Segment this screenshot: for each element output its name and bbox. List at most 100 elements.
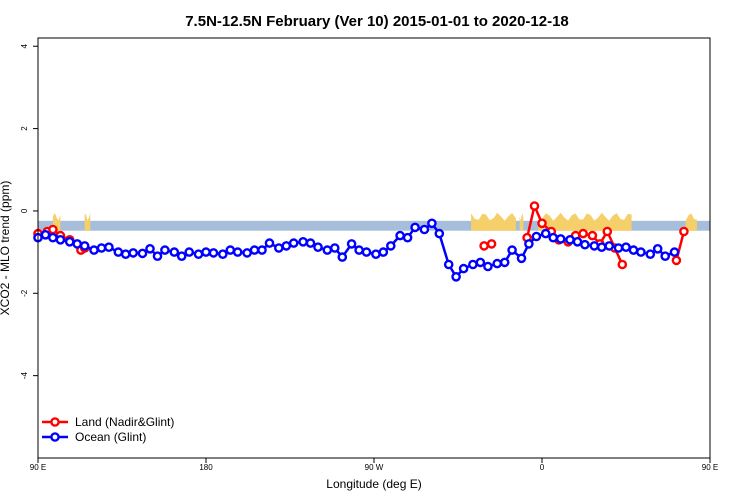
data-point <box>337 252 348 262</box>
legend-swatch-marker <box>50 417 60 427</box>
y-tick-label: -2 <box>20 289 29 297</box>
x-tick-label: 90 W <box>365 463 384 472</box>
data-point <box>587 230 598 241</box>
data-point <box>273 243 284 253</box>
data-point <box>621 242 631 252</box>
data-point <box>193 249 204 259</box>
data-point <box>120 249 131 259</box>
y-tick-label: 4 <box>20 43 29 48</box>
data-point <box>104 242 114 252</box>
data-point <box>483 261 493 272</box>
data-point <box>64 236 75 247</box>
data-point <box>48 224 58 235</box>
data-point <box>184 247 194 257</box>
data-point <box>176 251 187 262</box>
data-point <box>264 238 275 248</box>
data-point <box>152 251 163 262</box>
data-point <box>217 249 228 259</box>
chart-title: 7.5N-12.5N February (Ver 10) 2015-01-01 … <box>185 13 569 30</box>
data-point <box>458 263 469 274</box>
data-point <box>516 253 527 264</box>
legend-label: Land (Nadir&Glint) <box>75 415 174 429</box>
data-point <box>249 245 260 255</box>
data-point <box>361 247 372 257</box>
data-point <box>427 218 437 229</box>
data-point <box>602 226 613 237</box>
land-region <box>685 213 697 231</box>
data-point <box>443 259 454 270</box>
data-point <box>540 228 551 239</box>
legend-swatch-marker <box>50 432 60 442</box>
data-point <box>40 229 51 240</box>
data-point <box>652 243 663 254</box>
data-point <box>208 248 219 258</box>
series-land <box>33 201 689 270</box>
y-tick-label: -4 <box>20 372 29 380</box>
data-point <box>645 249 656 259</box>
data-point <box>395 230 405 241</box>
data-point <box>434 228 445 239</box>
data-point <box>589 241 600 251</box>
data-point <box>479 241 489 251</box>
data-point <box>475 257 486 268</box>
data-point <box>529 201 540 211</box>
data-point <box>145 243 155 254</box>
data-point <box>451 271 461 282</box>
y-axis: 4 2 0 -2 -4 <box>20 43 38 379</box>
data-point <box>580 239 590 250</box>
data-point <box>669 247 680 257</box>
data-point <box>96 243 107 253</box>
data-point <box>604 241 615 251</box>
data-point <box>305 238 316 248</box>
data-point <box>329 243 340 253</box>
data-point <box>628 245 639 255</box>
data-point <box>492 258 503 269</box>
reference-band <box>38 220 710 231</box>
data-point <box>89 245 99 255</box>
data-point <box>596 242 607 252</box>
data-point <box>671 255 682 266</box>
data-point <box>572 236 583 247</box>
land-region <box>538 212 632 231</box>
y-axis-label: XCO2 - MLO trend (ppm) <box>0 181 12 316</box>
data-point <box>555 234 566 244</box>
x-axis: 90 E 180 90 W 0 90 E <box>30 458 718 472</box>
data-point <box>371 249 381 259</box>
data-point <box>160 245 170 255</box>
data-point <box>313 242 323 252</box>
data-point <box>79 241 90 251</box>
data-point <box>281 241 292 251</box>
data-point <box>385 241 396 251</box>
data-point <box>613 243 624 253</box>
land-region <box>84 212 91 231</box>
data-point <box>128 248 138 258</box>
plot-area <box>33 201 710 282</box>
data-point <box>72 239 82 249</box>
land-region <box>519 212 524 231</box>
data-point <box>486 239 497 249</box>
x-tick-label: 90 E <box>702 463 718 472</box>
legend-label: Ocean (Glint) <box>75 430 146 444</box>
y-tick-label: 2 <box>20 126 29 131</box>
data-point <box>410 222 420 233</box>
x-axis-label: Longitude (deg E) <box>326 477 421 491</box>
data-point <box>468 259 478 270</box>
data-point <box>402 232 413 243</box>
data-point <box>537 218 547 229</box>
data-point <box>242 248 252 258</box>
data-point <box>55 234 66 245</box>
data-point <box>232 247 243 257</box>
x-tick-label: 0 <box>540 463 545 472</box>
data-point <box>298 236 308 247</box>
data-point <box>378 247 389 257</box>
data-point <box>636 247 646 257</box>
data-point <box>346 239 357 249</box>
data-point <box>565 234 575 245</box>
data-point <box>660 251 671 262</box>
data-point <box>578 228 588 239</box>
data-point <box>113 247 124 257</box>
data-point <box>322 245 333 255</box>
data-point <box>548 232 559 243</box>
data-point <box>201 247 211 257</box>
data-point <box>354 245 364 255</box>
